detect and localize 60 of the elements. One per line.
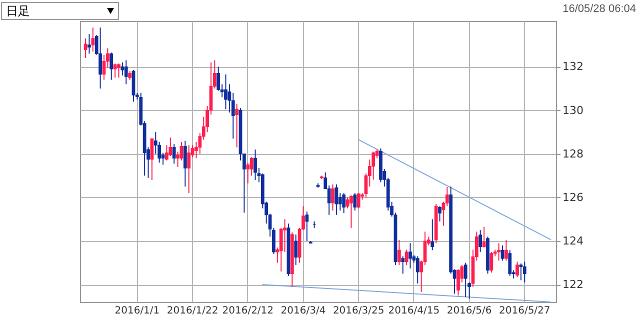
x-tick-label: 2016/4/15 — [388, 306, 440, 316]
candlestick — [516, 261, 519, 278]
y-tick-label: 128 — [562, 147, 584, 160]
candlestick — [482, 226, 486, 248]
candlestick — [183, 140, 187, 188]
candlestick — [91, 27, 95, 52]
candlestick — [350, 194, 353, 228]
candlestick — [397, 239, 401, 266]
candlestick — [464, 262, 468, 298]
candlestick — [430, 218, 434, 251]
candlestick — [294, 234, 298, 266]
candlestick — [416, 256, 420, 284]
candlestick — [110, 52, 114, 80]
candlestick — [235, 103, 239, 148]
candlestick — [305, 211, 309, 242]
x-tick-label: 2016/1/22 — [166, 306, 218, 316]
x-tick-label: 2016/1/1 — [114, 306, 160, 316]
candlestick — [504, 239, 508, 262]
candlestick — [88, 34, 91, 54]
candlestick — [98, 27, 102, 90]
candlestick — [254, 149, 257, 181]
candlestick — [356, 192, 360, 209]
candlestick — [408, 242, 412, 269]
candlestick — [117, 62, 120, 78]
y-tick-label: 122 — [562, 278, 584, 292]
y-tick-label: 130 — [562, 104, 584, 117]
candlestick — [187, 144, 191, 194]
candlestick — [224, 74, 228, 110]
candlestick — [497, 242, 500, 262]
candlestick — [456, 268, 460, 296]
candlestick — [508, 250, 512, 276]
candlestick — [522, 261, 526, 283]
x-tick-label: 2016/5/6 — [446, 306, 492, 316]
candlestick — [404, 249, 408, 266]
candlestick — [246, 162, 250, 184]
candlestick — [438, 206, 442, 222]
x-tick-label: 2016/2/12 — [222, 306, 274, 316]
candlestick — [478, 230, 482, 252]
candlestick — [124, 60, 128, 85]
text: 16/05/28 06:04 — [562, 3, 636, 15]
candlestick — [353, 192, 357, 212]
candlestick — [342, 192, 346, 214]
candlestick — [490, 251, 494, 274]
candlestick — [500, 244, 504, 262]
x-tick-label: 2016/5/27 — [498, 306, 550, 316]
candlestick — [113, 62, 117, 78]
y-tick-label: 126 — [562, 190, 584, 204]
candlestick — [331, 184, 334, 212]
candlestick — [334, 184, 338, 216]
text: 日足 — [6, 3, 30, 19]
x-tick-label: 2016/3/4 — [280, 306, 326, 316]
candlestick — [150, 138, 154, 181]
candlestick — [401, 256, 405, 274]
candlestick — [519, 262, 523, 281]
candlestick — [172, 144, 176, 164]
y-tick-label: 132 — [562, 60, 584, 74]
candlestick — [168, 137, 172, 157]
x-tick-label: 2016/3/25 — [332, 306, 384, 316]
candlestick — [120, 62, 124, 76]
y-tick-label: 124 — [562, 234, 584, 248]
